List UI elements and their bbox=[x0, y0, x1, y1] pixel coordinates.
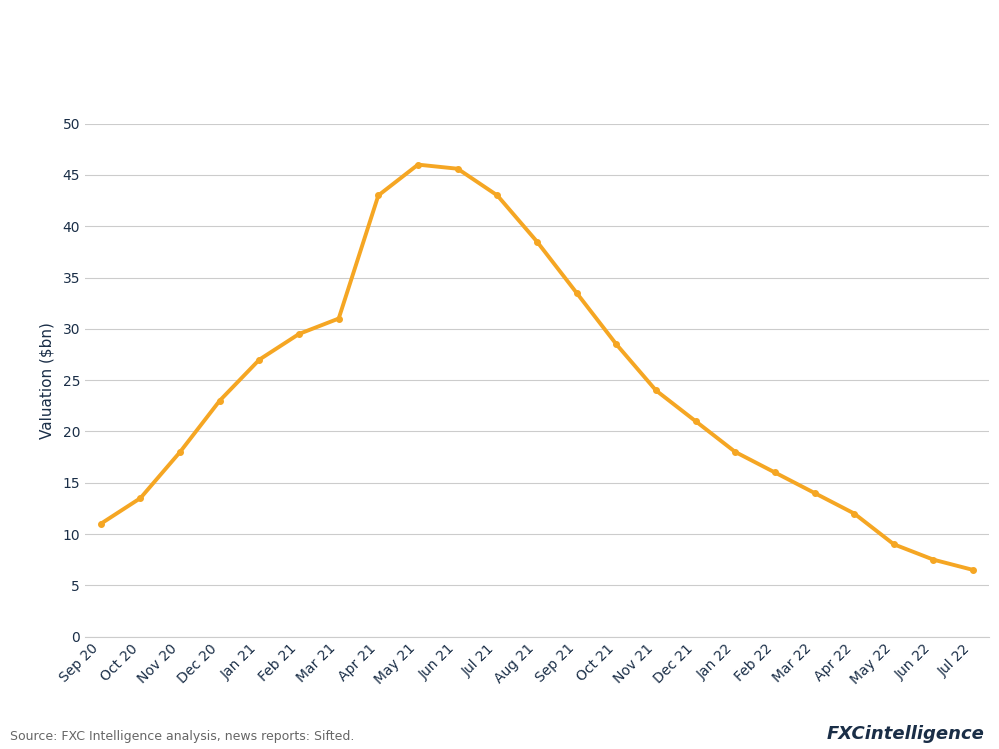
Text: Klarna has seen a significant drop in its valuation: Klarna has seen a significant drop in it… bbox=[12, 37, 753, 64]
Text: Klarna valuation during key funding rounds, 2020-2022: Klarna valuation during key funding roun… bbox=[12, 85, 495, 103]
Text: Source: FXC Intelligence analysis, news reports: Sifted.: Source: FXC Intelligence analysis, news … bbox=[10, 730, 355, 743]
Text: FXCintelligence: FXCintelligence bbox=[826, 725, 984, 743]
Y-axis label: Valuation ($bn): Valuation ($bn) bbox=[39, 321, 54, 439]
